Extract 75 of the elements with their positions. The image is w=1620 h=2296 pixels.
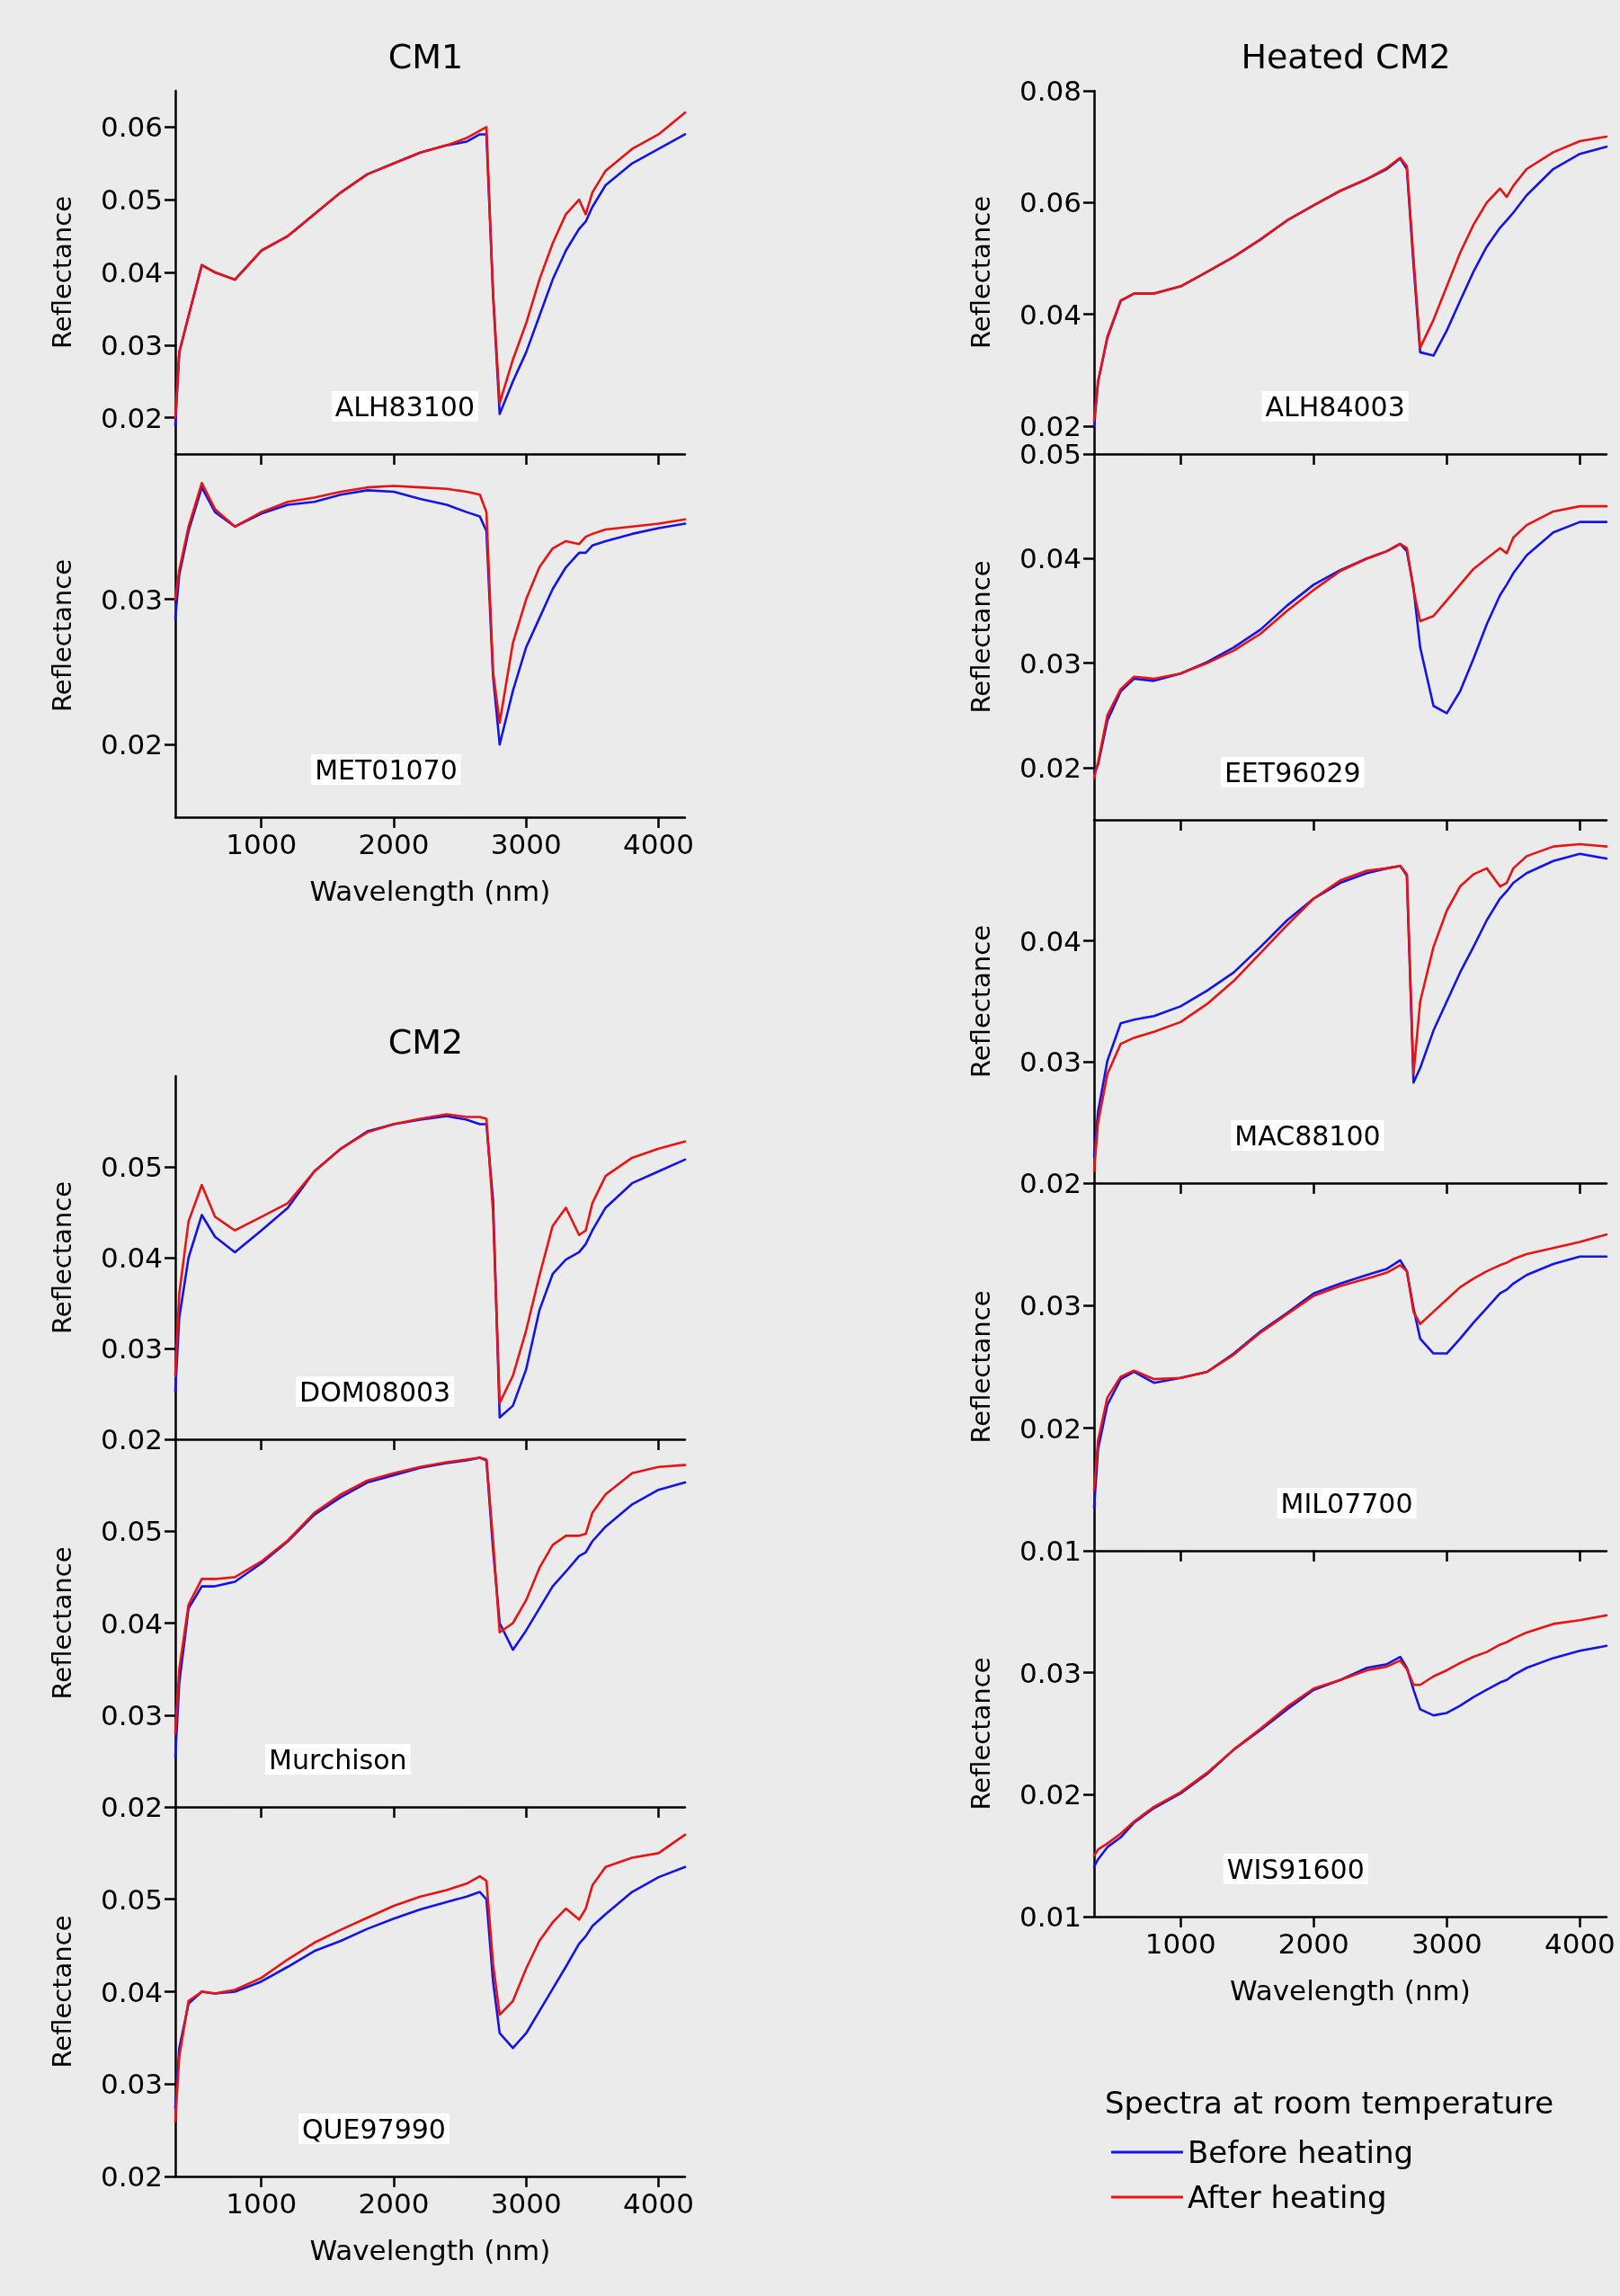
y-tick-label: 0.03 bbox=[100, 2068, 163, 2101]
legend-title: Spectra at room temperature bbox=[1105, 2085, 1554, 2121]
x-tick-label: 2000 bbox=[1277, 1927, 1349, 1960]
y-tick-label: 0.06 bbox=[100, 111, 163, 144]
y-tick-label: 0.05 bbox=[100, 1515, 163, 1548]
y-axis-title: Reflectance bbox=[965, 195, 996, 350]
y-axis-title: Reflectance bbox=[965, 924, 996, 1079]
annotation: EET96029 bbox=[1224, 756, 1361, 788]
annotation: ALH84003 bbox=[1265, 390, 1405, 423]
annotation: WIS91600 bbox=[1226, 1853, 1365, 1885]
y-axis-title: Reflectance bbox=[46, 1915, 77, 2069]
y-tick-label: 0.04 bbox=[1019, 924, 1081, 957]
x-tick-label: 3000 bbox=[490, 2186, 562, 2220]
x-tick-label: 4000 bbox=[623, 827, 694, 860]
y-tick-label: 0.04 bbox=[100, 1606, 163, 1640]
y-axis-title: Reflectance bbox=[965, 1657, 996, 1811]
y-tick-label: 0.04 bbox=[1019, 542, 1081, 575]
chart-title: CM1 bbox=[387, 37, 464, 76]
y-tick-label: 0.02 bbox=[100, 2160, 163, 2193]
chart-title: Heated CM2 bbox=[1241, 37, 1451, 76]
y-tick-label: 0.02 bbox=[100, 1791, 163, 1823]
annotation: QUE97990 bbox=[301, 2113, 446, 2145]
annotation: MET01070 bbox=[315, 753, 458, 786]
y-tick-label: 0.02 bbox=[1019, 1411, 1081, 1445]
legend-label: Before heating bbox=[1188, 2134, 1414, 2170]
x-tick-label: 2000 bbox=[358, 2186, 430, 2220]
y-tick-label: 0.03 bbox=[100, 328, 163, 361]
y-tick-label: 0.04 bbox=[100, 1975, 163, 2008]
x-tick-label: 1000 bbox=[1144, 1927, 1216, 1960]
y-tick-label: 0.05 bbox=[100, 183, 163, 217]
y-tick-label: 0.02 bbox=[1019, 1167, 1081, 1199]
annotation: DOM08003 bbox=[299, 1375, 451, 1408]
x-axis-title: Wavelength (nm) bbox=[309, 874, 551, 907]
y-tick-label: 0.03 bbox=[1019, 1289, 1081, 1322]
y-tick-label: 0.02 bbox=[100, 728, 163, 761]
x-tick-label: 3000 bbox=[490, 827, 562, 860]
annotation: MIL07700 bbox=[1280, 1487, 1413, 1519]
y-tick-label: 0.04 bbox=[1019, 298, 1081, 331]
y-tick-label: 0.05 bbox=[100, 1882, 163, 1916]
y-axis-title: Reflectance bbox=[46, 558, 77, 713]
y-tick-label: 0.02 bbox=[100, 1423, 163, 1455]
x-tick-label: 3000 bbox=[1411, 1927, 1482, 1960]
y-axis-title: Reflectance bbox=[965, 1290, 996, 1444]
y-axis-title: Reflectance bbox=[46, 1180, 77, 1335]
x-axis-title: Wavelength (nm) bbox=[309, 2233, 551, 2266]
annotation: Murchison bbox=[269, 1743, 407, 1775]
y-axis-title: Reflectance bbox=[965, 560, 996, 714]
x-tick-label: 4000 bbox=[623, 2186, 694, 2220]
legend-label: After heating bbox=[1188, 2179, 1387, 2215]
y-tick-label: 0.02 bbox=[1019, 751, 1081, 784]
y-tick-label: 0.03 bbox=[1019, 646, 1081, 680]
y-tick-label: 0.08 bbox=[1019, 75, 1081, 107]
y-tick-label: 0.02 bbox=[1019, 1778, 1081, 1811]
y-tick-label: 0.03 bbox=[1019, 1656, 1081, 1689]
y-axis-title: Reflectance bbox=[46, 1546, 77, 1700]
annotation: MAC88100 bbox=[1234, 1119, 1381, 1152]
y-tick-label: 0.05 bbox=[100, 1151, 163, 1183]
y-tick-label: 0.04 bbox=[100, 1241, 163, 1274]
y-tick-label: 0.03 bbox=[100, 1332, 163, 1365]
y-axis-title: Reflectance bbox=[46, 195, 77, 350]
annotation: ALH83100 bbox=[334, 390, 476, 423]
x-tick-label: 1000 bbox=[226, 827, 298, 860]
y-tick-label: 0.03 bbox=[1019, 1046, 1081, 1079]
x-tick-label: 4000 bbox=[1544, 1927, 1616, 1960]
y-tick-label: 0.04 bbox=[100, 256, 163, 289]
y-tick-label: 0.03 bbox=[100, 583, 163, 616]
y-tick-label: 0.02 bbox=[100, 401, 163, 434]
x-axis-title: Wavelength (nm) bbox=[1230, 1973, 1471, 2007]
y-tick-label: 0.03 bbox=[100, 1698, 163, 1731]
x-tick-label: 1000 bbox=[226, 2186, 298, 2220]
y-tick-label: 0.01 bbox=[1019, 1535, 1081, 1567]
y-tick-label: 0.06 bbox=[1019, 186, 1081, 219]
chart-title: CM2 bbox=[387, 1022, 464, 1062]
x-tick-label: 2000 bbox=[358, 827, 430, 860]
y-tick-label: 0.01 bbox=[1019, 1900, 1081, 1933]
